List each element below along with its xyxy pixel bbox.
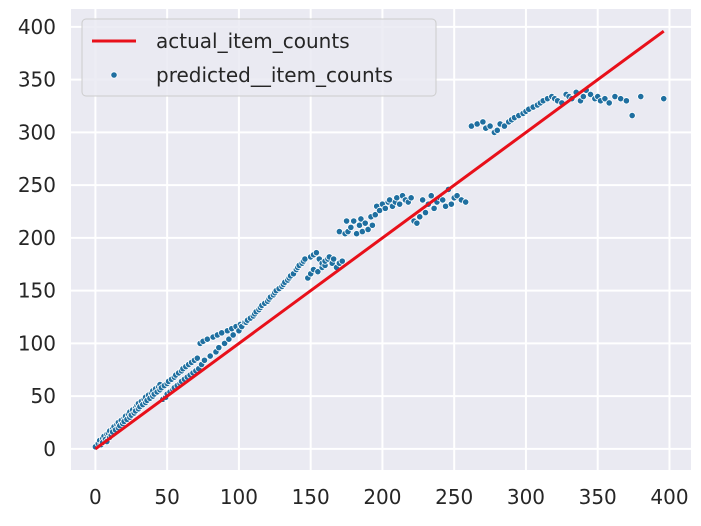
- scatter-point: [312, 249, 321, 257]
- scatter-point: [453, 192, 461, 200]
- scatter-point: [605, 99, 613, 107]
- scatter-point: [357, 215, 365, 223]
- scatter-point: [371, 211, 379, 219]
- y-tick-label: 150: [18, 279, 56, 303]
- legend-box: [81, 18, 437, 97]
- scatter-point: [486, 122, 494, 130]
- scatter-point: [229, 331, 237, 339]
- legend-label-actual: actual_item_counts: [156, 29, 350, 53]
- scatter-point: [330, 255, 338, 263]
- x-tick-label: 350: [579, 485, 617, 509]
- scatter-point: [361, 219, 369, 227]
- legend-point-swatch: [110, 71, 118, 79]
- y-axis-ticks: 0 50 100 150 200 250 300 350 400: [18, 15, 56, 461]
- scatter-point: [314, 268, 322, 276]
- scatter-point: [413, 219, 421, 227]
- scatter-point: [200, 356, 209, 364]
- scatter-point: [225, 335, 233, 343]
- scatter-point: [637, 92, 645, 101]
- x-tick-label: 100: [220, 485, 258, 509]
- scatter-point: [579, 92, 587, 101]
- scatter-point: [215, 344, 223, 352]
- scatter-point: [622, 97, 631, 105]
- scatter-point: [206, 352, 214, 360]
- scatter-point: [660, 95, 668, 103]
- x-axis-ticks: 0 50 100 150 200 250 300 350 400: [89, 485, 689, 509]
- scatter-point: [493, 126, 501, 134]
- scatter-point: [364, 225, 372, 234]
- scatter-point: [416, 213, 424, 221]
- legend: actual_item_counts predicted__item_count…: [81, 18, 437, 97]
- scatter-point: [396, 200, 404, 208]
- x-tick-label: 250: [435, 485, 473, 509]
- scatter-point: [381, 204, 389, 212]
- x-tick-label: 0: [89, 485, 102, 509]
- scatter-point: [447, 200, 455, 208]
- y-tick-label: 0: [43, 437, 56, 461]
- scatter-point: [479, 118, 487, 126]
- predicted-points: [91, 86, 668, 451]
- y-tick-label: 350: [18, 68, 56, 92]
- scatter-point: [500, 122, 509, 130]
- y-tick-label: 200: [18, 226, 56, 250]
- scatter-point: [462, 198, 470, 206]
- x-tick-label: 50: [154, 485, 179, 509]
- y-tick-label: 100: [18, 331, 56, 355]
- scatter-point: [220, 339, 229, 348]
- actual-line: [94, 29, 665, 451]
- scatter-point: [421, 208, 430, 217]
- scatter-point: [407, 194, 415, 202]
- scatter-point: [419, 196, 427, 204]
- scatter-point: [193, 354, 201, 362]
- x-tick-label: 200: [363, 485, 401, 509]
- scatter-point: [368, 221, 376, 229]
- scatter-point: [430, 204, 438, 212]
- y-tick-label: 300: [18, 120, 56, 144]
- legend-label-predicted: predicted__item_counts: [156, 63, 393, 87]
- scatter-point: [347, 223, 355, 231]
- scatter-point: [350, 217, 358, 225]
- scatter-point: [601, 95, 609, 103]
- scatter-point: [338, 257, 346, 265]
- scatter-point: [427, 192, 435, 200]
- y-tick-label: 250: [18, 173, 56, 197]
- actual-line-layer: [94, 29, 665, 451]
- scatter-point: [439, 196, 447, 204]
- y-tick-label: 400: [18, 15, 56, 39]
- y-tick-label: 50: [31, 384, 56, 408]
- x-tick-label: 300: [507, 485, 545, 509]
- scatter-point: [628, 111, 636, 120]
- x-tick-label: 150: [292, 485, 330, 509]
- x-tick-label: 400: [650, 485, 688, 509]
- scatter-point: [342, 217, 351, 225]
- scatter-point: [586, 90, 595, 99]
